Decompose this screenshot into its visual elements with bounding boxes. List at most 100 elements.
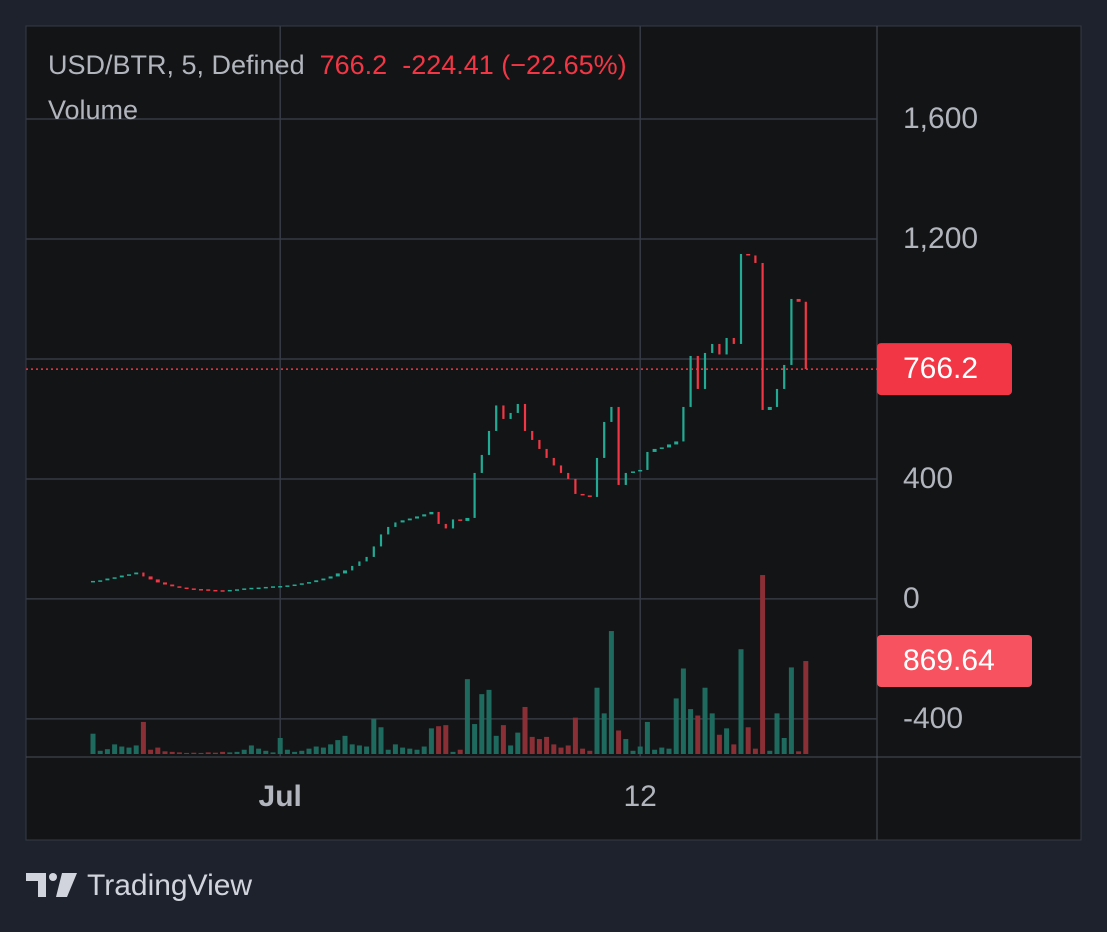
volume-bar [709, 713, 715, 754]
volume-bar [256, 748, 262, 754]
volume-bar [544, 736, 550, 754]
candle-body [725, 337, 728, 355]
volume-bar [479, 694, 485, 754]
volume-bar [774, 713, 780, 754]
volume-bar [803, 661, 809, 754]
volume-title: Volume [48, 95, 139, 125]
candle-body [495, 405, 498, 431]
volume-bar [536, 739, 542, 754]
candle-body [804, 301, 807, 370]
y-tick-label: 1,200 [903, 222, 978, 255]
chart-panel [25, 25, 1082, 841]
candle-body [365, 556, 368, 562]
volume-bar [191, 752, 197, 754]
volume-bar [205, 752, 211, 754]
candle-body [394, 522, 397, 527]
logo-mark [26, 873, 46, 897]
candle-body [429, 511, 434, 515]
volume-bar [220, 751, 226, 754]
candle-body [638, 469, 643, 472]
volume-bar [587, 750, 593, 754]
last-price: 766.2 [319, 50, 388, 80]
candle-body [415, 516, 419, 519]
candle-body [134, 572, 139, 575]
candle-body [343, 570, 347, 574]
candle-body [603, 421, 606, 458]
candle-body [473, 472, 476, 518]
candle-body [307, 582, 311, 584]
candle-body [624, 472, 627, 485]
volume-bar [356, 745, 362, 754]
candle-body [177, 586, 182, 588]
volume-bar [414, 749, 420, 754]
candle-body [739, 253, 743, 344]
candle-body [213, 589, 218, 592]
volume-bar [421, 746, 427, 754]
candle-body [610, 406, 613, 422]
candle-body [328, 576, 333, 579]
volume-badge-label: 869.64 [903, 644, 995, 677]
volume-bar [601, 713, 607, 754]
candle-body [227, 589, 232, 592]
candle-body [444, 523, 447, 529]
volume-bar [400, 747, 406, 754]
candle-body [142, 572, 145, 577]
volume-bar [515, 732, 521, 754]
candle-body [587, 495, 592, 497]
candle-body [220, 590, 225, 592]
volume-bar [500, 725, 506, 754]
volume-bar [781, 737, 787, 754]
volume-bar [673, 698, 679, 754]
volume-bar [90, 733, 96, 754]
candle-body [580, 493, 585, 496]
volume-bar [644, 721, 650, 754]
candle-body [148, 576, 153, 580]
candle-body [667, 444, 671, 448]
volume-bar [731, 744, 737, 754]
volume-bar [126, 747, 132, 754]
volume-bar [529, 736, 535, 754]
candle-body [732, 337, 735, 344]
volume-bar [580, 748, 586, 754]
candle-body [754, 255, 757, 263]
volume-bar [349, 744, 355, 754]
candle-body [516, 403, 519, 413]
candle-body [184, 587, 189, 590]
volume-bar [378, 727, 384, 754]
change-pct: (−22.65%) [501, 50, 627, 80]
candle-body [256, 587, 261, 590]
volume-bar [335, 740, 341, 754]
volume-bar [234, 751, 240, 754]
candle-body [321, 578, 326, 581]
volume-bar [666, 748, 672, 754]
logo-mark [56, 873, 77, 897]
volume-bar [565, 745, 571, 754]
volume-bar [313, 746, 319, 754]
volume-bar [486, 689, 492, 754]
candle-body [372, 546, 375, 557]
volume-bar [724, 728, 730, 754]
volume-bar [522, 706, 528, 754]
volume-bar [364, 746, 370, 754]
candle-body [191, 588, 196, 590]
candle-body [711, 343, 714, 353]
legend: USD/BTR, 5, Defined 766.2 -224.41 (−22.6… [48, 50, 627, 81]
volume-bar [248, 745, 254, 754]
volume-bar [508, 745, 514, 754]
candle-body [127, 574, 131, 576]
candle-body [761, 262, 764, 410]
candle-body [278, 586, 283, 588]
candle-body [480, 454, 483, 473]
candle-body [285, 585, 290, 587]
volume-bar [306, 748, 312, 754]
y-tick-label: 400 [903, 462, 953, 495]
candle-body [646, 451, 649, 470]
candle-body [790, 298, 793, 365]
candle-body [458, 519, 463, 521]
volume-bar [558, 747, 564, 754]
volume-bar [97, 750, 103, 754]
volume-bar [688, 709, 694, 754]
candle-body [559, 465, 563, 473]
candle-body [163, 582, 167, 585]
